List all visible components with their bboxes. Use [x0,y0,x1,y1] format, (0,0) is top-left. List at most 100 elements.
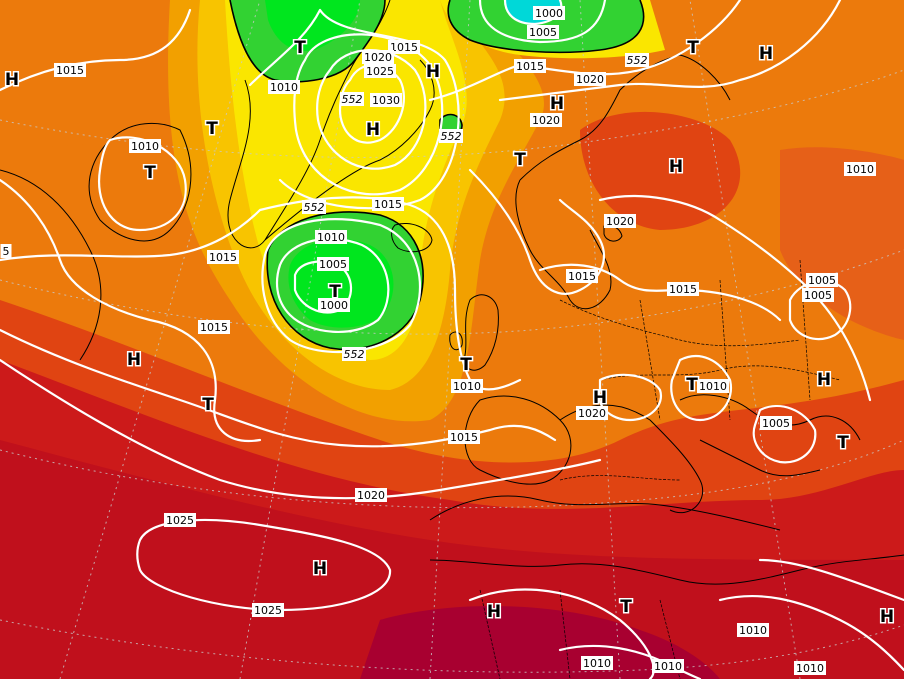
isobar-label: 1010 [451,379,483,393]
isobar-label-box [318,298,350,312]
isobar-label: 1010 [697,379,729,393]
isobar-label-box [530,113,562,127]
low-pressure-marker: T [687,38,699,58]
isobar-label-text: 1020 [532,114,560,127]
isobar-label-box [844,162,876,176]
isobar-label: 1015 [198,320,230,334]
isobar-label: 1005 [806,273,838,287]
isobar-label: 1020 [355,488,387,502]
contour-552-label: 552 [342,347,366,361]
isobar-label-box [0,244,12,258]
contour-552-label-box [302,200,326,214]
isobar-label-box [372,197,404,211]
high-pressure-marker: H [817,370,831,390]
contour-552-label-text: 552 [304,201,325,214]
isobar-label-text: 1020 [576,73,604,86]
isobar-label: 1015 [448,430,480,444]
isobar-label-box [388,40,420,54]
isobar-label-box [355,488,387,502]
high-pressure-marker-halo: H [669,157,683,177]
isobar-label: 1010 [268,80,300,94]
low-pressure-marker-halo: T [686,375,698,395]
isobar-label-text: 1000 [320,299,348,312]
isobar-label: 1025 [364,64,396,78]
isobar-label: 1010 [737,623,769,637]
isobar-label-text: 1005 [762,417,790,430]
high-pressure-marker-halo: H [5,70,19,90]
isobar-label-text: 1025 [254,604,282,617]
contour-552-labels: 552 552 552 552 552 [302,53,649,361]
high-pressure-marker: H [880,607,894,627]
isobar-label-text: 1000 [535,7,563,20]
contour-552-label-box [340,92,364,106]
isobar-label-box [54,63,86,77]
low-pressure-marker-halo: T [202,395,214,415]
isobar-label-text: 1015 [516,60,544,73]
isobar-label-text: 1025 [366,65,394,78]
low-pressure-marker-halo: T [687,38,699,58]
isobar-label-text: 1020 [578,407,606,420]
isobar-label-box [268,80,300,94]
isobar-label-text: 1010 [131,140,159,153]
isobar-label: 1020 [574,72,606,86]
high-pressure-marker-halo: H [550,94,564,114]
low-pressure-marker-halo: T [514,150,526,170]
isobar-label-text: 1015 [374,198,402,211]
low-pressure-marker: T [514,150,526,170]
isobar-label-text: 1015 [209,251,237,264]
high-pressure-marker-halo: H [426,62,440,82]
isobar-label: 1005 [802,288,834,302]
isobar-label: 1015 [207,250,239,264]
low-pressure-marker-halo: T [620,597,632,617]
isobar-label-box [566,269,598,283]
high-pressure-marker: H [593,388,607,408]
contour-552-label: 552 [625,53,649,67]
isobar-label-box [652,659,684,673]
isobar-label-box [451,379,483,393]
high-pressure-marker: H [313,559,327,579]
isobar-label: 1005 [760,416,792,430]
isobar-label-box [370,93,402,107]
isobar-label: 1020 [576,406,608,420]
isobar-label-box [448,430,480,444]
isobar-label: 1015 [514,59,546,73]
high-pressure-marker-halo: H [817,370,831,390]
isobar-label-box [697,379,729,393]
isobar-label-text: 1015 [450,431,478,444]
isobar-label-text: 1030 [372,94,400,107]
isobar-label: 1030 [370,93,402,107]
isobar-label-text: 1010 [453,380,481,393]
isobar-label-box [362,50,394,64]
isobar-label-text: 1005 [319,258,347,271]
isobar-label-text: 1010 [583,657,611,670]
isobar-label-box [252,603,284,617]
low-pressure-marker-halo: T [294,38,306,58]
isobar-label: 1005 [317,257,349,271]
contour-552-label-box [625,53,649,67]
isobar-label: 1015 [388,40,420,54]
contour-552-label-text: 552 [344,348,365,361]
isobar-label: 1000 [533,6,565,20]
high-pressure-marker: H [127,350,141,370]
isobar-label: 1010 [794,661,826,675]
isobar-label-box [806,273,838,287]
isobar-label: 1020 [362,50,394,64]
isobar-label-text: 1010 [846,163,874,176]
isobar-labels: 1000100510151010101510201025103010151020… [0,6,876,675]
isobar-label-box [574,72,606,86]
isobar-label-box [802,288,834,302]
contour-552-label-box [342,347,366,361]
isobar-label: 5 [0,244,12,258]
low-pressure-marker: T [294,38,306,58]
contour-552-label-box [439,129,463,143]
isobar-label-box [198,320,230,334]
isobar-label-text: 1005 [808,274,836,287]
isobar-label: 1020 [530,113,562,127]
low-pressure-marker-halo: T [144,163,156,183]
isobar-label: 1005 [527,25,559,39]
isobar-label: 1010 [581,656,613,670]
contour-552-label-text: 552 [441,130,462,143]
high-pressure-marker: H [669,157,683,177]
